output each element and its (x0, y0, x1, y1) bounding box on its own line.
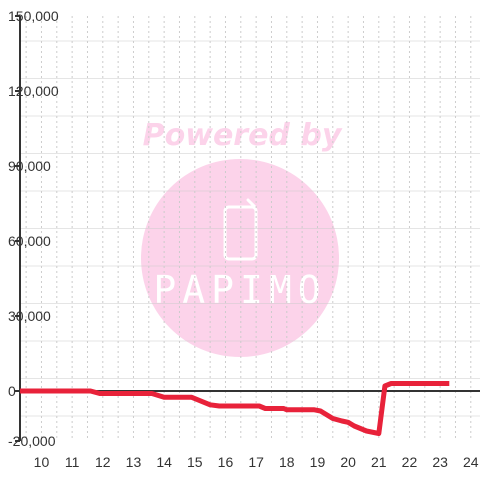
x-tick-label: 16 (218, 454, 234, 470)
watermark-text: Powered by (143, 118, 343, 153)
x-tick-label: 10 (34, 454, 50, 470)
x-tick-label: 22 (402, 454, 418, 470)
gridlines (20, 16, 480, 441)
x-tick-label: 11 (65, 454, 80, 470)
x-tick-label: 21 (371, 454, 387, 470)
y-tick-label: -20,000 (8, 433, 56, 449)
y-tick-label: 120,000 (8, 83, 59, 99)
series-layer (20, 381, 450, 436)
y-tick-label: 90,000 (8, 158, 51, 174)
x-tick-label: 14 (156, 454, 172, 470)
y-tick-label: 30,000 (8, 308, 51, 324)
y-axis-ticks: -20,000 0 30,000 60,000 90,000 120,000 150,000 (8, 8, 59, 449)
x-axis-ticks: 10 11 12 13 14 15 16 17 18 19 20 21 22 23 24 (34, 454, 479, 470)
x-tick-label: 13 (126, 454, 142, 470)
x-tick-label: 20 (340, 454, 356, 470)
x-tick-label: 18 (279, 454, 295, 470)
y-tick-label: 0 (8, 383, 16, 399)
y-tick-label: 60,000 (8, 233, 51, 249)
watermark: Powered by PAPIMO (141, 118, 343, 357)
x-tick-label: 15 (187, 454, 203, 470)
x-tick-label: 19 (310, 454, 326, 470)
watermark-brand: PAPIMO (153, 268, 326, 312)
x-tick-label: 24 (463, 454, 479, 470)
x-tick-label: 23 (432, 454, 448, 470)
x-tick-label: 17 (248, 454, 264, 470)
y-tick-label: 150,000 (8, 8, 59, 24)
series-line-0 (20, 381, 450, 436)
x-tick-label: 12 (95, 454, 111, 470)
